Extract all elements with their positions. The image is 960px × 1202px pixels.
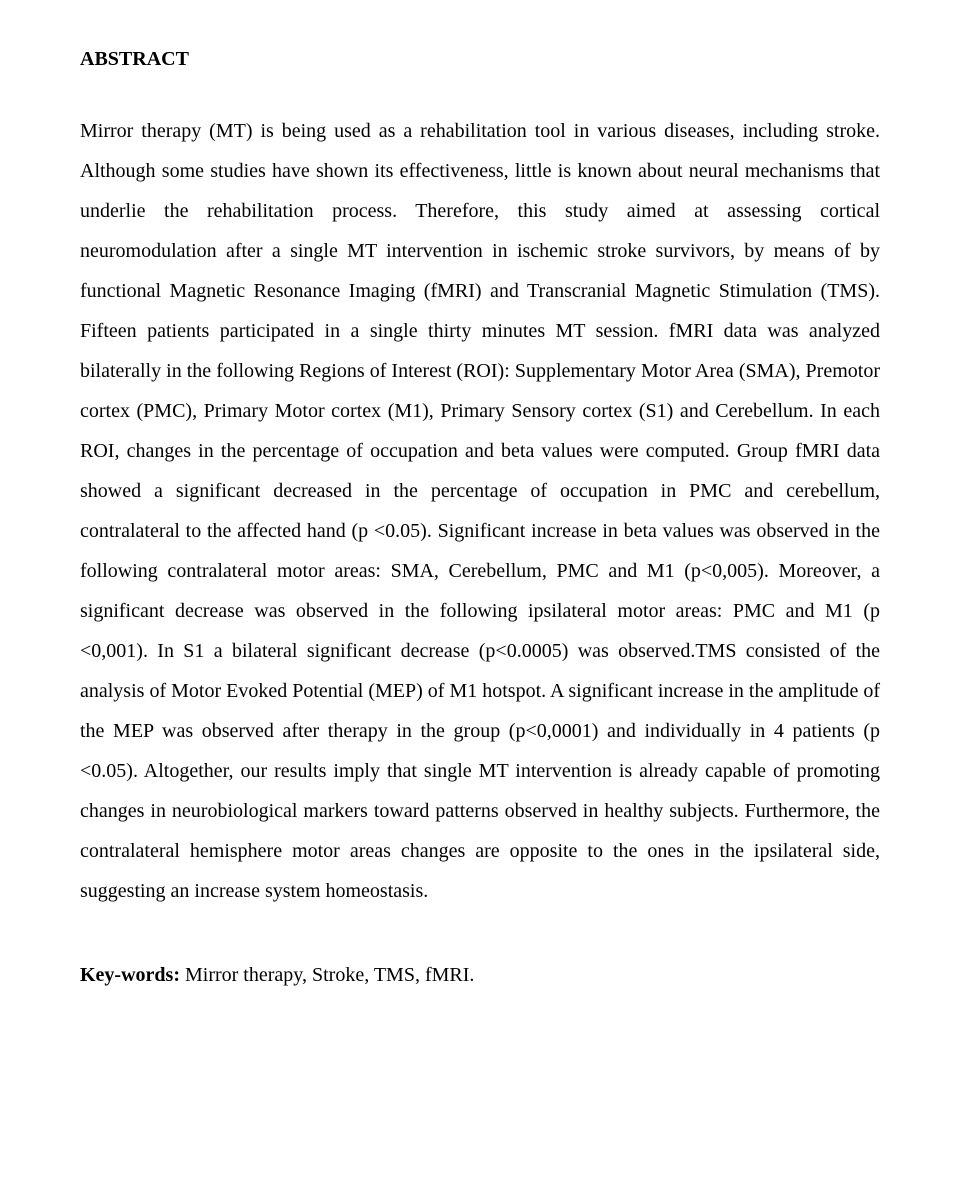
abstract-title: ABSTRACT (80, 48, 880, 71)
keywords-line: Key-words: Mirror therapy, Stroke, TMS, … (80, 959, 880, 991)
document-page: ABSTRACT Mirror therapy (MT) is being us… (0, 0, 960, 1051)
keywords-label: Key-words: (80, 964, 180, 986)
abstract-body: Mirror therapy (MT) is being used as a r… (80, 111, 880, 911)
keywords-value: Mirror therapy, Stroke, TMS, fMRI. (180, 964, 474, 986)
